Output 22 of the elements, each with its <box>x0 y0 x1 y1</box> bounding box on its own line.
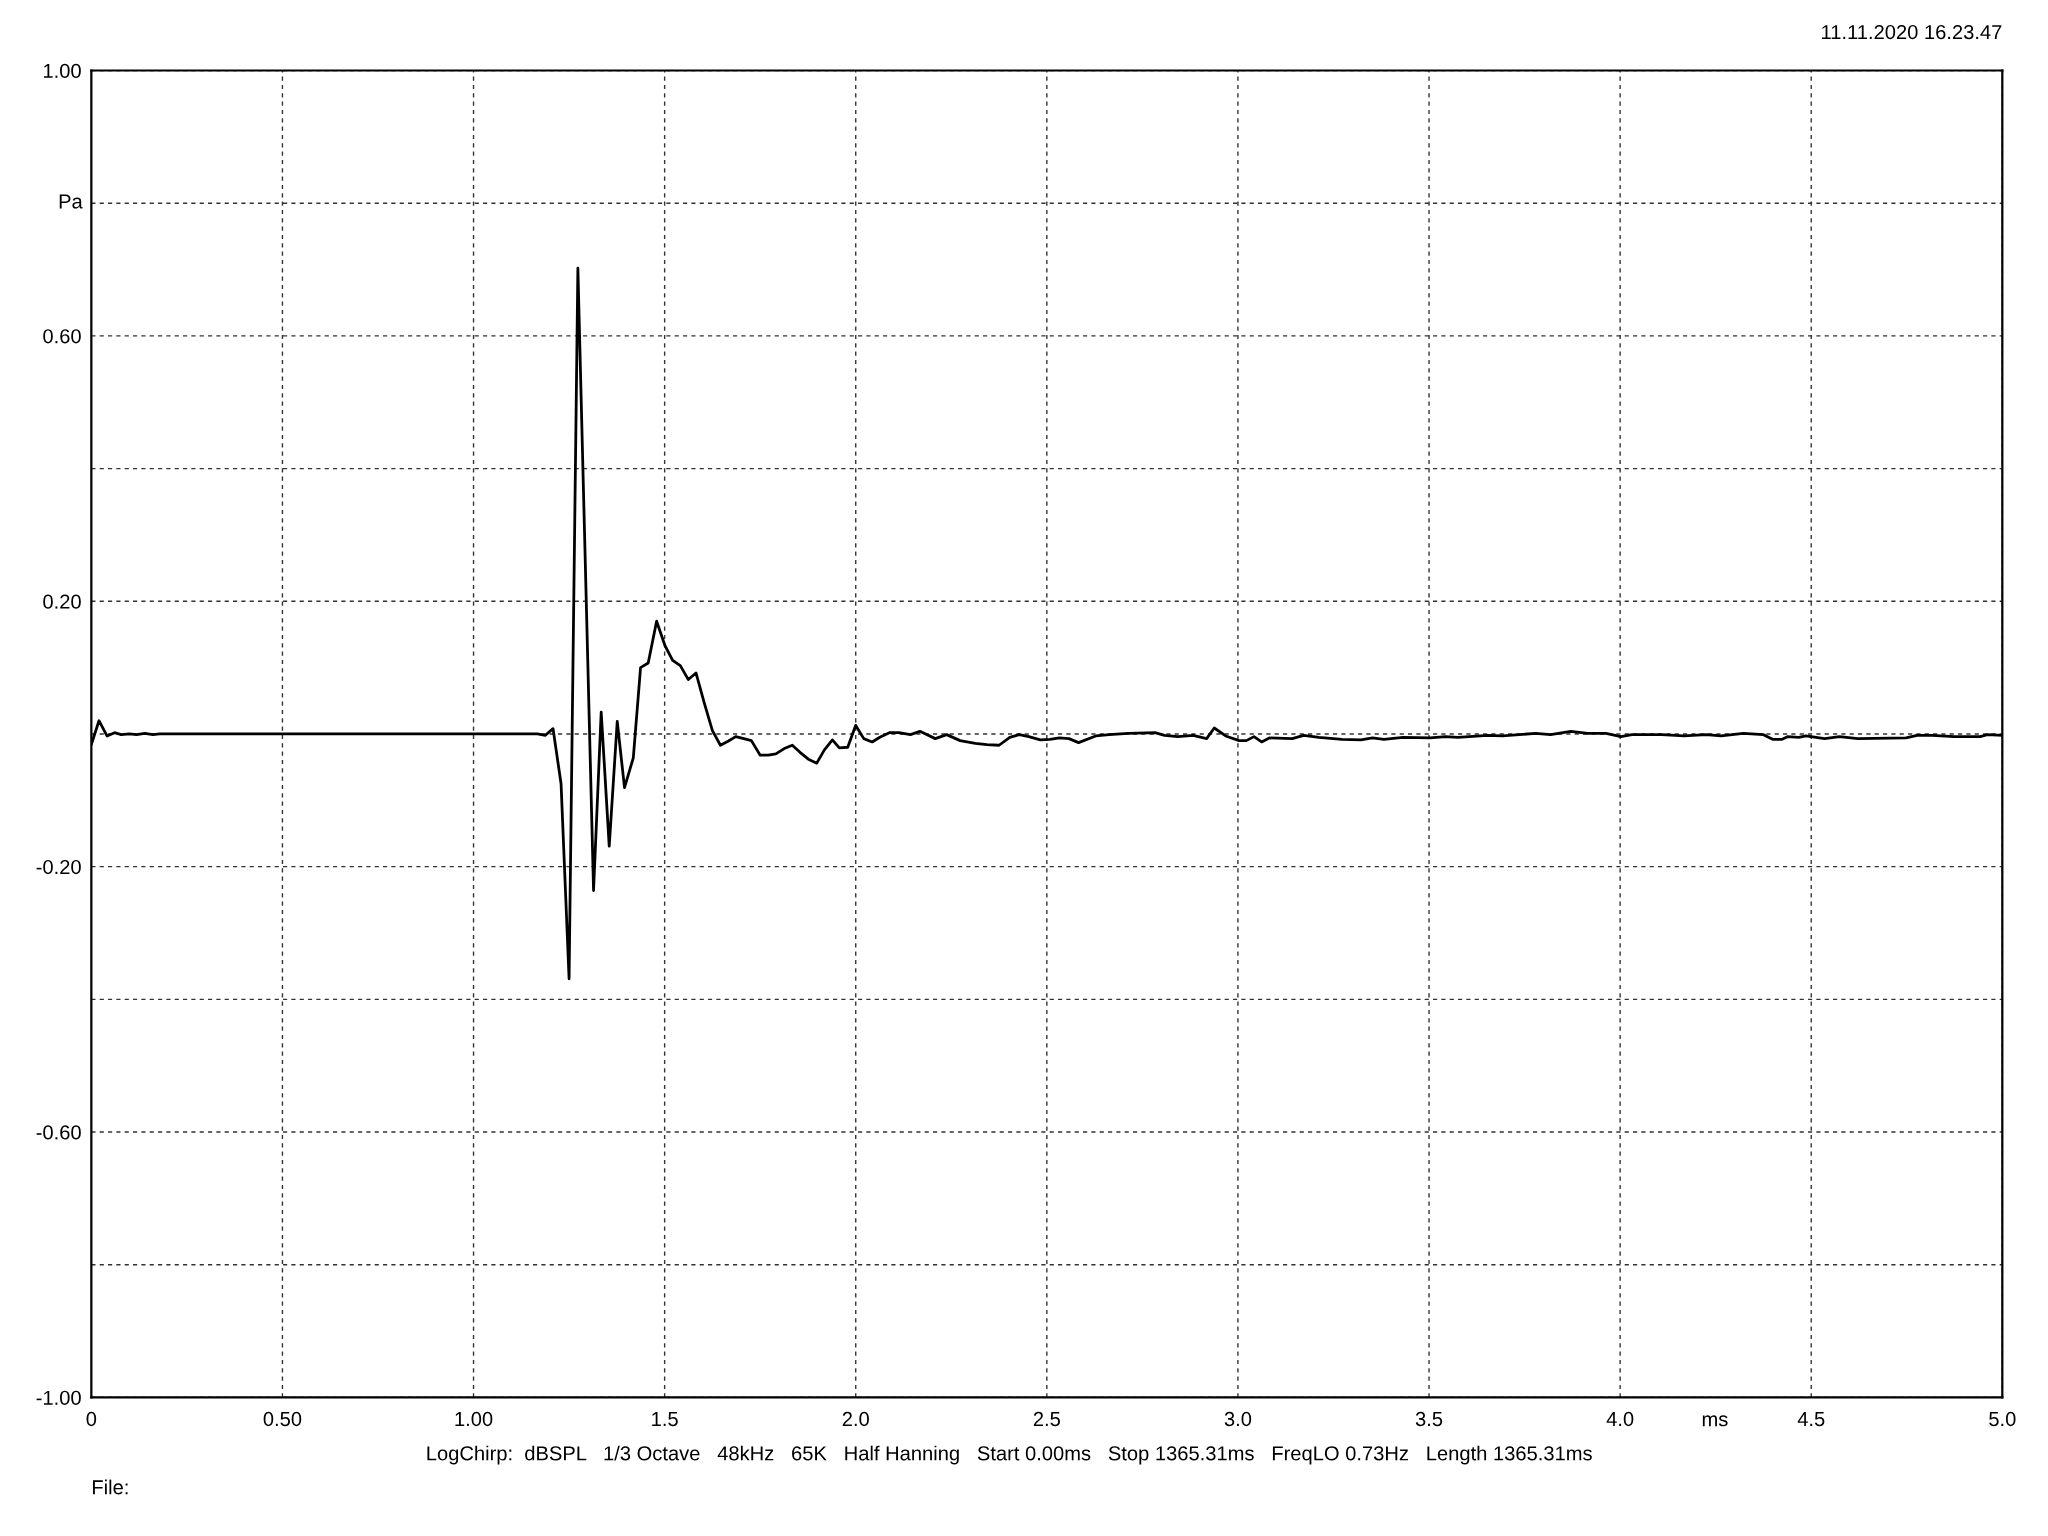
y-tick-label: -0.20 <box>36 859 81 875</box>
y-axis-title: Pa <box>59 194 83 209</box>
y-tick-label: -1.00 <box>36 1390 81 1405</box>
text: LogChirp: dBSPL 1/3 Octave 48kHz 65K Half Hanning Start 0.00ms Stop 1365.31ms FreqLO 0.73Hz Length 1365.31ms <box>427 1445 1592 1465</box>
x-tick-label: 2.0 <box>842 1411 869 1427</box>
x-tick-label: 5.0 <box>1989 1411 2016 1427</box>
x-tick-label: 4.0 <box>1606 1411 1634 1427</box>
x-tick-label: 3.5 <box>1415 1411 1443 1427</box>
y-tick-label: -0.60 <box>36 1125 81 1140</box>
x-tick-label: 4.5 <box>1797 1412 1825 1427</box>
y-tick-label: 0.60 <box>43 329 81 344</box>
x-tick-label: 0.50 <box>263 1411 302 1427</box>
y-tick-label: 0.20 <box>43 594 81 609</box>
x-tick-label: 0 <box>86 1411 97 1427</box>
y-tick-label: 1.00 <box>43 63 81 78</box>
x-tick-label: 1.00 <box>455 1411 493 1427</box>
x-tick-label: 2.5 <box>1033 1411 1060 1427</box>
x-tick-label: 1.5 <box>652 1412 678 1427</box>
x-axis-title: ms <box>1702 1415 1728 1427</box>
text: File: <box>92 1479 128 1495</box>
text: 11.11.2020 16.23.47 <box>1822 24 2002 40</box>
x-tick-label: 3.0 <box>1224 1411 1252 1427</box>
